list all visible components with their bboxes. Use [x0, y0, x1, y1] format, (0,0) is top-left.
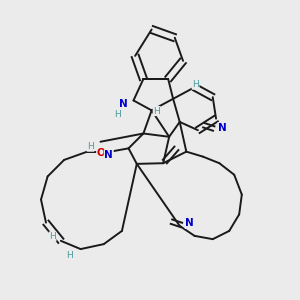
Text: H: H — [66, 250, 73, 260]
Text: H: H — [49, 232, 56, 241]
Text: H: H — [87, 142, 94, 151]
Text: N: N — [218, 123, 226, 133]
Text: H: H — [153, 106, 160, 116]
Text: N: N — [104, 150, 113, 160]
Text: N: N — [185, 218, 194, 228]
Text: O: O — [97, 148, 106, 158]
Text: H: H — [114, 110, 121, 119]
Text: N: N — [119, 99, 128, 110]
Text: H: H — [192, 80, 199, 89]
